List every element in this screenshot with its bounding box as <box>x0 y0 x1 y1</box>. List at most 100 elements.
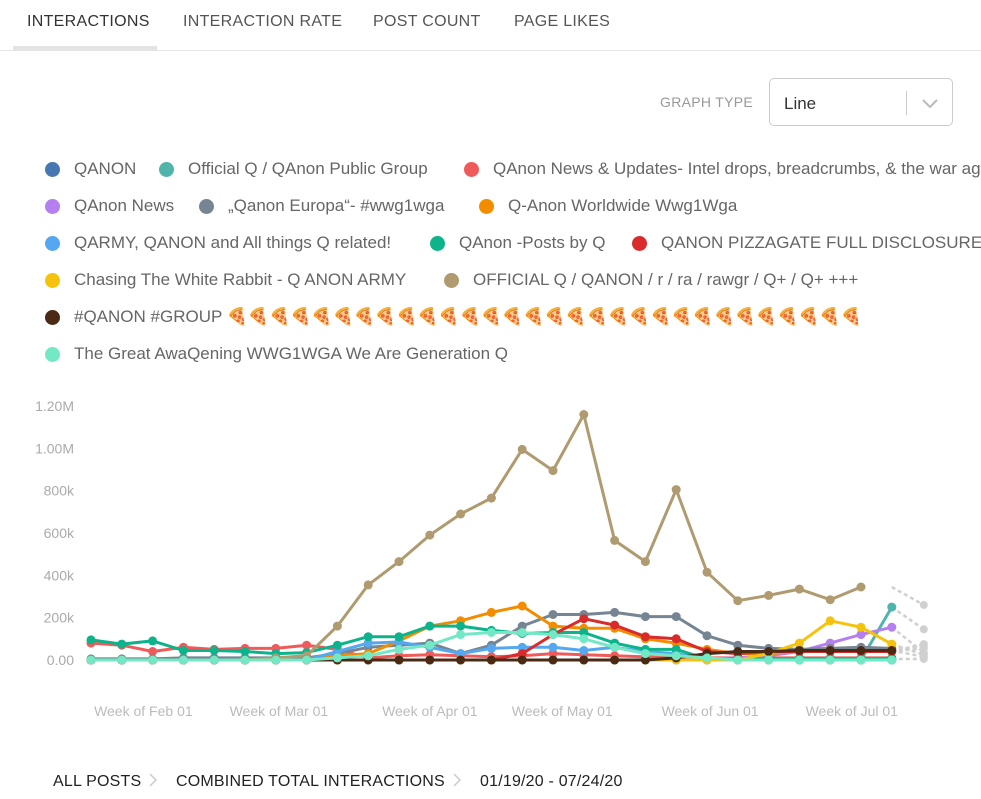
data-point <box>671 651 681 661</box>
data-point <box>887 602 897 612</box>
data-point <box>148 636 158 646</box>
data-point <box>856 646 866 655</box>
legend-label: #QANON #GROUP 🍕🍕🍕🍕🍕🍕🍕🍕🍕🍕🍕🍕🍕🍕🍕🍕🍕🍕🍕🍕🍕🍕🍕🍕🍕🍕… <box>74 307 862 326</box>
data-point <box>671 634 681 644</box>
legend-swatch <box>444 273 459 288</box>
data-point <box>733 596 743 606</box>
data-point <box>794 646 804 655</box>
data-point <box>517 649 527 659</box>
breadcrumb-date-range: 01/19/20 - 07/24/20 <box>480 773 623 790</box>
tab-interactions[interactable]: INTERACTIONS <box>27 13 150 30</box>
data-point <box>456 630 466 640</box>
y-tick-label: 800k <box>44 483 75 499</box>
data-point <box>610 607 620 617</box>
data-point <box>764 647 774 656</box>
data-point <box>825 595 835 605</box>
data-point <box>394 557 404 567</box>
y-tick-label: 200k <box>44 610 75 626</box>
partial-week-line <box>891 606 925 631</box>
data-point <box>117 639 127 649</box>
partial-week-point <box>919 625 928 634</box>
legend-label: QAnon -Posts by Q <box>459 233 606 252</box>
data-point <box>394 632 404 642</box>
graph-type-value: Line <box>784 94 817 113</box>
data-point <box>548 610 558 619</box>
data-point <box>887 622 897 632</box>
graph-type-label: GRAPH TYPE <box>660 94 753 110</box>
partial-week-line <box>891 642 925 656</box>
x-tick-label: Week of Mar 01 <box>230 703 329 719</box>
data-point <box>610 642 620 652</box>
data-point <box>271 655 281 665</box>
data-point <box>671 644 681 654</box>
legend-swatch <box>464 162 479 177</box>
partial-week-line <box>891 649 925 659</box>
data-point <box>86 635 96 645</box>
data-point <box>825 655 835 665</box>
legend-swatch <box>45 273 60 288</box>
legend-swatch <box>45 199 60 214</box>
data-point <box>302 655 312 665</box>
data-point <box>486 493 496 503</box>
tab-post-count[interactable]: POST COUNT <box>373 13 481 30</box>
partial-week-point <box>919 654 928 663</box>
data-point <box>517 444 527 454</box>
x-tick-label: Week of Apr 01 <box>382 703 478 719</box>
data-point <box>887 646 897 655</box>
data-point <box>548 630 558 640</box>
data-point <box>548 642 558 652</box>
data-point <box>456 509 466 519</box>
legend-label: OFFICIAL Q / QANON / r / ra / rawgr / Q+… <box>473 270 859 289</box>
data-point <box>178 655 188 665</box>
breadcrumb-metric[interactable]: COMBINED TOTAL INTERACTIONS <box>176 773 445 790</box>
data-point <box>579 628 589 637</box>
data-point <box>548 649 558 659</box>
data-point <box>825 646 835 655</box>
data-point <box>425 655 435 665</box>
data-point <box>887 655 897 665</box>
data-point <box>610 655 620 665</box>
legend-label: QAnon News & Updates- Intel drops, bread… <box>493 159 981 178</box>
data-point <box>856 582 866 592</box>
y-tick-label: 600k <box>44 525 75 541</box>
data-point <box>733 640 743 650</box>
data-point <box>579 655 589 665</box>
data-point <box>579 646 589 655</box>
legend-label: QANON PIZZAGATE FULL DISCLOSURE QANON <box>661 233 981 252</box>
data-point <box>548 466 558 476</box>
legend-swatch <box>45 347 60 362</box>
data-point <box>702 631 712 641</box>
data-point <box>486 643 496 653</box>
legend-swatch <box>479 199 494 214</box>
tab-interaction-rate[interactable]: INTERACTION RATE <box>183 13 343 30</box>
legend-swatch <box>632 236 647 251</box>
data-point <box>332 647 342 656</box>
x-tick-label: Week of Feb 01 <box>94 703 193 719</box>
data-point <box>517 655 527 665</box>
select-separator <box>906 91 907 115</box>
data-point <box>733 647 743 656</box>
breadcrumb-all-posts[interactable]: ALL POSTS <box>53 773 142 790</box>
y-tick-label: 1.00M <box>35 440 74 456</box>
partial-week-line <box>891 585 925 607</box>
data-point <box>363 651 373 661</box>
data-point <box>764 655 774 665</box>
graph-type-select[interactable]: Line <box>769 78 953 126</box>
data-point <box>640 557 650 567</box>
data-point <box>486 628 496 637</box>
tab-page-likes[interactable]: PAGE LIKES <box>514 13 611 30</box>
legend-label: QARMY, QANON and All things Q related! <box>74 233 392 252</box>
legend-swatch <box>45 162 60 177</box>
legend-label: Chasing The White Rabbit - Q ANON ARMY <box>74 270 407 289</box>
data-point <box>610 620 620 630</box>
data-point <box>363 638 373 648</box>
data-point <box>548 621 558 631</box>
data-point <box>148 655 158 665</box>
data-point <box>425 530 435 540</box>
chevron-down-icon[interactable] <box>918 91 942 115</box>
data-point <box>517 601 527 611</box>
data-point <box>517 628 527 637</box>
data-point <box>887 639 897 649</box>
data-point <box>209 655 219 665</box>
x-tick-label: Week of Jun 01 <box>662 703 759 719</box>
